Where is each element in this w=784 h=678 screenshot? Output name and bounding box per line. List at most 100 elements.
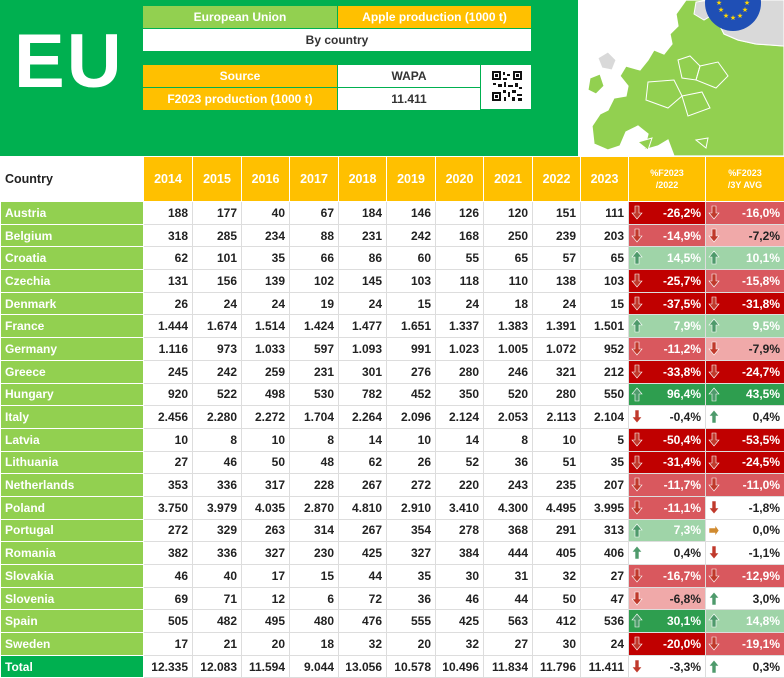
production-value: 234 bbox=[241, 223, 290, 248]
production-value: 991 bbox=[386, 337, 436, 361]
qr-code-icon[interactable] bbox=[481, 65, 531, 109]
pct-change-vs-3y-avg: -11,0% bbox=[705, 473, 784, 497]
table-row: Latvia 10 8 10 8 14 10 14 8 10 5 -50,4% -53,5% bbox=[0, 427, 784, 452]
arrow-up-icon bbox=[631, 318, 643, 333]
arrow-down-icon bbox=[708, 296, 720, 311]
production-value: 425 bbox=[435, 609, 484, 634]
pct-change-vs-2022: -16,7% bbox=[628, 564, 706, 588]
svg-text:★: ★ bbox=[723, 12, 729, 20]
pct-change-vs-2022: -0,4% bbox=[628, 405, 706, 429]
table-row: Poland 3.750 3.979 4.035 2.870 4.810 2.910 3.41… bbox=[0, 495, 784, 520]
arrow-up-icon bbox=[708, 659, 720, 674]
production-value: 67 bbox=[289, 201, 339, 225]
production-value: 10.496 bbox=[435, 654, 484, 678]
country-name: Belgium bbox=[0, 223, 144, 248]
pct-value: -11,2% bbox=[663, 341, 701, 356]
production-value: 4.300 bbox=[483, 495, 533, 520]
column-header-year: 2020 bbox=[435, 156, 484, 202]
production-value: 101 bbox=[192, 246, 242, 271]
arrow-up-icon bbox=[631, 545, 643, 560]
production-value: 32 bbox=[338, 632, 387, 656]
production-value: 530 bbox=[289, 382, 339, 407]
production-value: 19 bbox=[289, 291, 339, 316]
pct-change-vs-2022: -14,9% bbox=[628, 223, 706, 248]
production-value: 263 bbox=[241, 518, 290, 543]
production-value: 138 bbox=[532, 269, 581, 293]
pct-value: -6,8% bbox=[669, 591, 701, 606]
pct-change-vs-3y-avg: 0,4% bbox=[705, 405, 784, 429]
arrow-up-icon bbox=[631, 250, 643, 265]
pct-value: 0,0% bbox=[752, 523, 780, 538]
production-value: 382 bbox=[143, 541, 193, 565]
table-row: Croatia 62 101 35 66 86 60 55 65 57 65 14,5% 10,1% bbox=[0, 246, 784, 271]
production-value: 86 bbox=[338, 246, 387, 271]
chart-subtitle: By country bbox=[143, 29, 531, 51]
production-value: 498 bbox=[241, 382, 290, 407]
production-value: 285 bbox=[192, 223, 242, 248]
arrow-up-icon bbox=[708, 613, 720, 628]
table-row: Slovenia 69 71 12 6 72 36 46 44 50 47 -6,8% 3,0% bbox=[0, 586, 784, 611]
pct-change-vs-3y-avg: 14,8% bbox=[705, 609, 784, 634]
pct-value: -19,1% bbox=[741, 636, 780, 651]
production-value: 317 bbox=[241, 473, 290, 497]
country-name: Slovakia bbox=[0, 564, 144, 588]
table-row: Czechia 131 156 139 102 145 103 118 110 138 103 -25… bbox=[0, 269, 784, 293]
arrow-down-icon bbox=[708, 205, 720, 220]
pct-value: 0,4% bbox=[752, 410, 780, 425]
production-value: 952 bbox=[580, 337, 629, 361]
production-value: 406 bbox=[580, 541, 629, 565]
production-value: 228 bbox=[289, 473, 339, 497]
production-value: 177 bbox=[192, 201, 242, 225]
production-value: 259 bbox=[241, 359, 290, 384]
production-value: 72 bbox=[338, 586, 387, 611]
pct-change-vs-3y-avg: -7,2% bbox=[705, 223, 784, 248]
production-value: 12.083 bbox=[192, 654, 242, 678]
production-value: 350 bbox=[435, 382, 484, 407]
pct-change-vs-3y-avg: 0,0% bbox=[705, 518, 784, 543]
pct-change-vs-2022: -31,4% bbox=[628, 450, 706, 475]
arrow-up-icon bbox=[708, 387, 720, 401]
production-value: 2.910 bbox=[386, 495, 436, 520]
production-value: 536 bbox=[580, 609, 629, 634]
pct-change-vs-3y-avg: 10,1% bbox=[705, 246, 784, 271]
production-value: 151 bbox=[532, 201, 581, 225]
production-value: 476 bbox=[338, 609, 387, 634]
arrow-up-icon bbox=[708, 318, 720, 333]
production-value: 27 bbox=[580, 564, 629, 588]
arrow-down-icon bbox=[631, 432, 643, 447]
production-value: 444 bbox=[483, 541, 533, 565]
production-value: 278 bbox=[435, 518, 484, 543]
production-value: 168 bbox=[435, 223, 484, 248]
production-value: 4.035 bbox=[241, 495, 290, 520]
chart-title: Apple production (1000 t) bbox=[338, 6, 531, 28]
pct-value: -0,4% bbox=[669, 410, 701, 425]
pct-change-vs-3y-avg: 43,5% bbox=[705, 382, 784, 407]
forecast-value: 11.411 bbox=[338, 88, 480, 110]
production-value: 40 bbox=[241, 201, 290, 225]
production-value: 242 bbox=[192, 359, 242, 384]
pct-value: -3,3% bbox=[669, 659, 701, 674]
pct-value: 96,4% bbox=[666, 387, 701, 402]
arrow-down-icon bbox=[631, 273, 643, 288]
production-value: 27 bbox=[143, 450, 193, 475]
pct-change-vs-3y-avg: 0,3% bbox=[705, 654, 784, 678]
production-value: 314 bbox=[289, 518, 339, 543]
production-value: 156 bbox=[192, 269, 242, 293]
pct-change-vs-3y-avg: -15,8% bbox=[705, 269, 784, 293]
production-value: 207 bbox=[580, 473, 629, 497]
production-value: 520 bbox=[483, 382, 533, 407]
production-value: 62 bbox=[338, 450, 387, 475]
production-value: 62 bbox=[143, 246, 193, 271]
production-value: 267 bbox=[338, 473, 387, 497]
production-value: 27 bbox=[483, 632, 533, 656]
production-value: 139 bbox=[241, 269, 290, 293]
production-value: 35 bbox=[580, 450, 629, 475]
pct-value: 43,5% bbox=[745, 387, 780, 402]
svg-text:★: ★ bbox=[730, 14, 736, 22]
pct-change-vs-3y-avg: -16,0% bbox=[705, 201, 784, 225]
production-value: 412 bbox=[532, 609, 581, 634]
production-value: 35 bbox=[241, 246, 290, 271]
production-value: 46 bbox=[192, 450, 242, 475]
table-row: Belgium 318 285 234 88 231 242 168 250 239 203 -14,… bbox=[0, 223, 784, 248]
pct-change-vs-2022: 14,5% bbox=[628, 246, 706, 271]
